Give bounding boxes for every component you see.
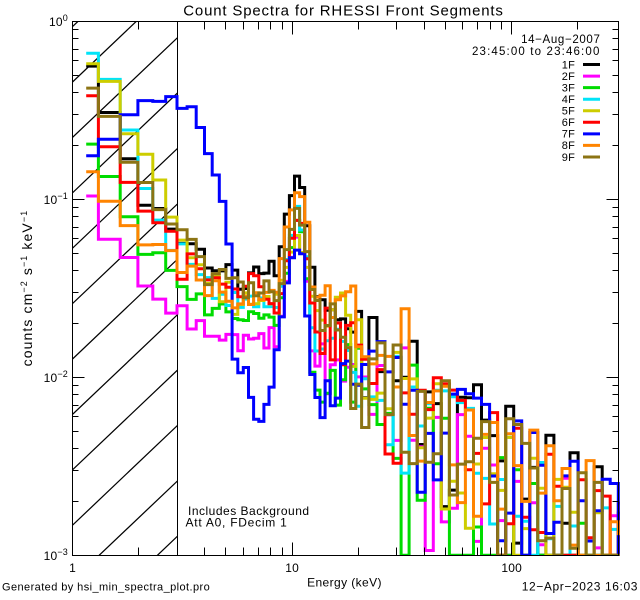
svg-text:5F: 5F [562,106,575,118]
svg-text:Count Spectra for RHESSI Front: Count Spectra for RHESSI Front Segments [183,3,503,20]
svg-text:Att A0, FDecim 1: Att A0, FDecim 1 [186,516,288,530]
svg-text:9F: 9F [562,152,575,164]
svg-text:2F: 2F [562,71,575,83]
svg-text:1: 1 [69,561,76,575]
svg-text:100: 100 [501,561,522,575]
svg-text:6F: 6F [562,117,575,129]
svg-text:Energy (keV): Energy (keV) [307,576,382,590]
svg-text:7F: 7F [562,129,575,141]
svg-text:counts cm−2 s−1 keV−1: counts cm−2 s−1 keV−1 [19,210,35,367]
svg-text:12−Apr−2023 16:03: 12−Apr−2023 16:03 [522,580,638,594]
svg-text:4F: 4F [562,94,575,106]
svg-text:Generated by hsi_min_spectra_p: Generated by hsi_min_spectra_plot.pro [2,581,210,593]
svg-text:1F: 1F [562,59,575,71]
svg-text:8F: 8F [562,140,575,152]
svg-text:Includes Background: Includes Background [188,504,310,518]
svg-text:10: 10 [285,561,299,575]
svg-text:23:45:00 to 23:46:00: 23:45:00 to 23:46:00 [472,46,601,58]
svg-text:3F: 3F [562,82,575,94]
svg-text:14−Aug−2007: 14−Aug−2007 [521,34,600,46]
